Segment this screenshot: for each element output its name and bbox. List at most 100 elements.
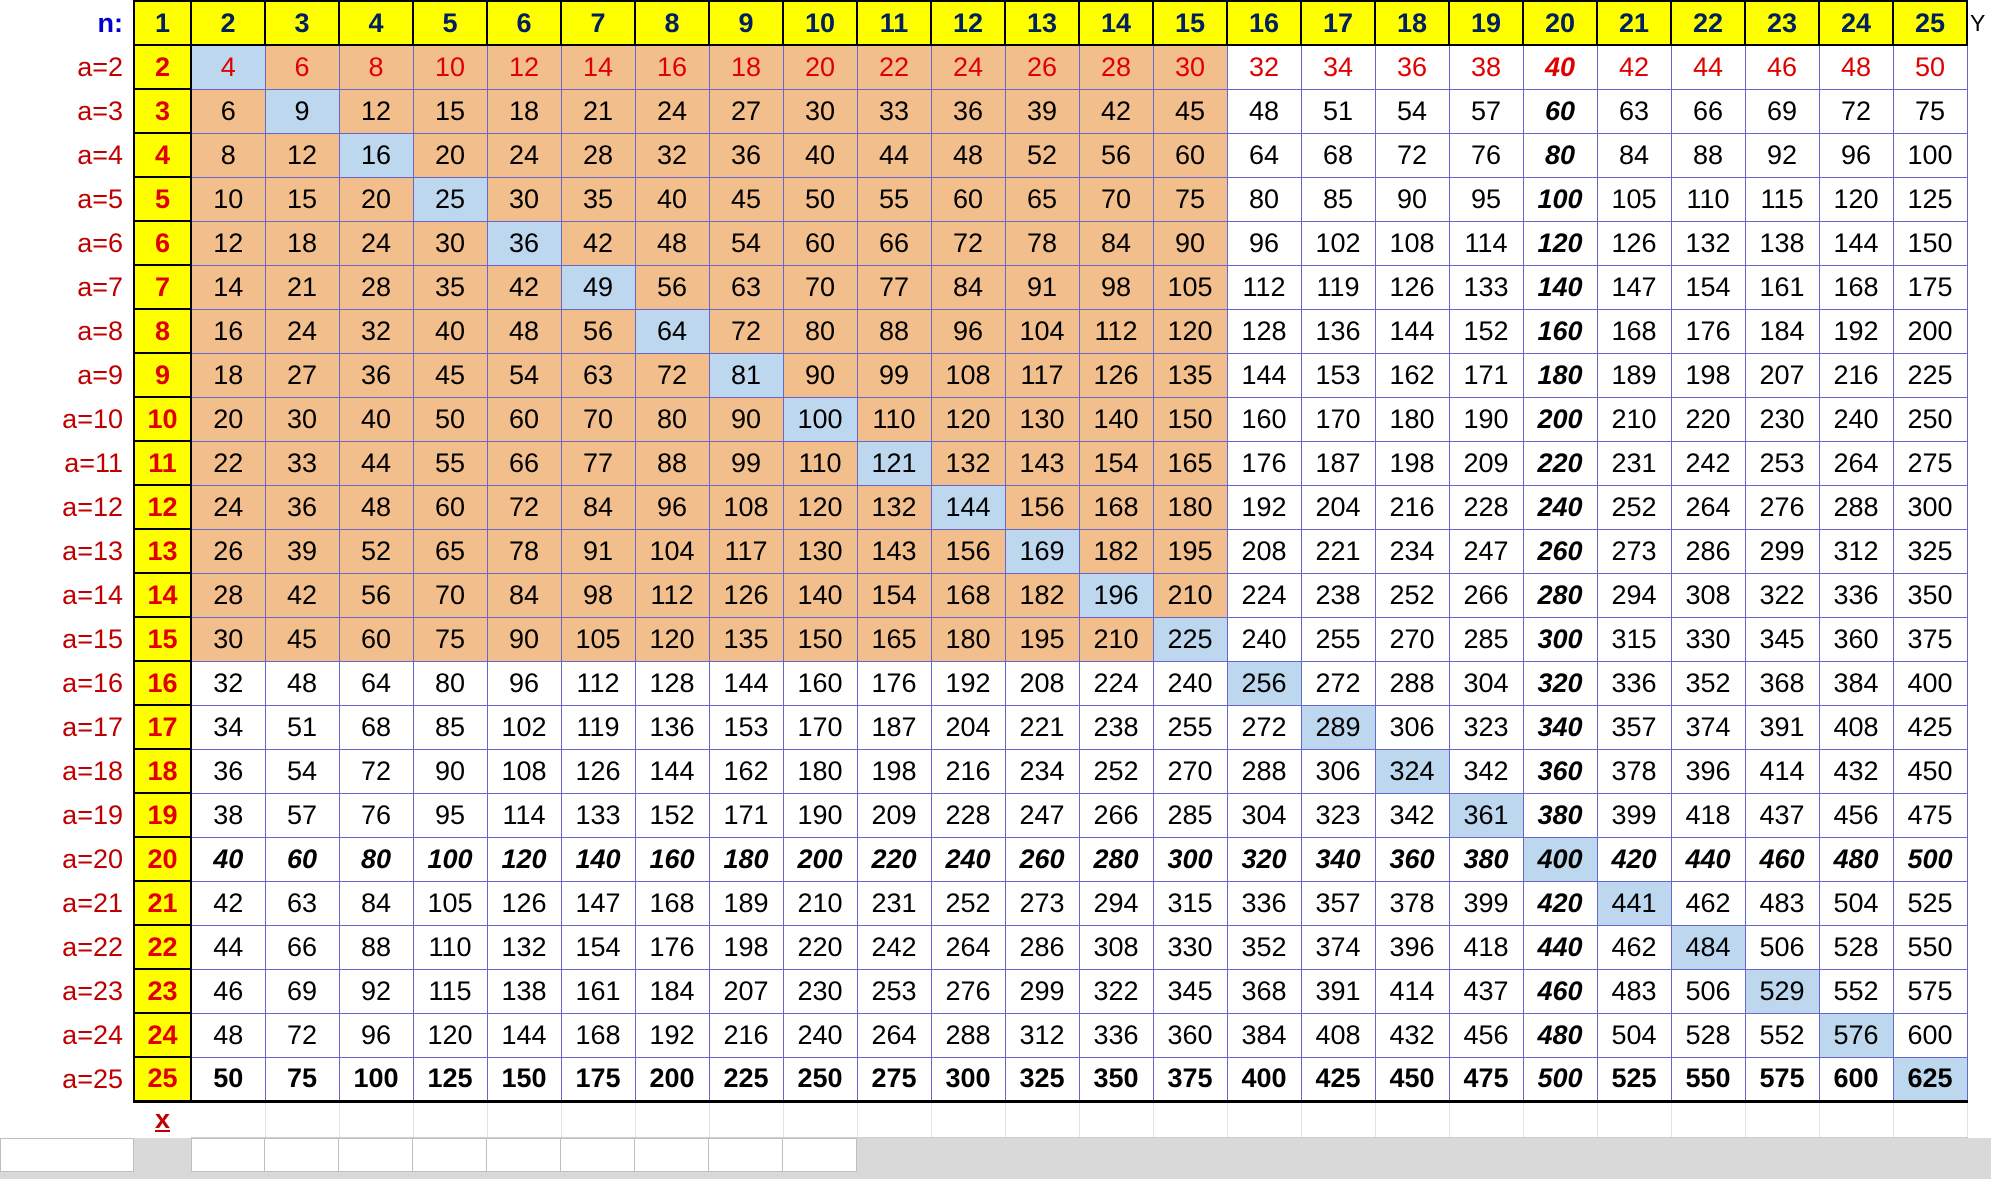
product-cell[interactable]: 525 xyxy=(1596,1056,1672,1103)
product-cell[interactable]: 45 xyxy=(412,352,488,398)
product-cell[interactable]: 357 xyxy=(1596,704,1672,750)
product-cell[interactable]: 48 xyxy=(338,484,414,530)
row-label[interactable]: a=10 xyxy=(0,397,134,441)
product-cell[interactable]: 200 xyxy=(782,836,858,882)
product-cell[interactable]: 168 xyxy=(560,1012,636,1058)
product-cell[interactable]: 375 xyxy=(1152,1056,1228,1103)
product-cell[interactable]: 56 xyxy=(560,308,636,354)
product-cell[interactable]: 264 xyxy=(856,1012,932,1058)
n1-cell[interactable]: 13 xyxy=(133,528,192,574)
product-cell[interactable]: 18 xyxy=(486,88,562,134)
product-cell[interactable]: 196 xyxy=(1078,572,1154,618)
product-cell[interactable]: 576 xyxy=(1818,1012,1894,1058)
product-cell[interactable]: 272 xyxy=(1226,704,1302,750)
product-cell[interactable]: 20 xyxy=(190,396,266,442)
product-cell[interactable]: 66 xyxy=(486,440,562,486)
product-cell[interactable]: 242 xyxy=(856,924,932,970)
product-cell[interactable]: 128 xyxy=(1226,308,1302,354)
n1-cell[interactable]: 6 xyxy=(133,220,192,266)
row-label[interactable]: a=5 xyxy=(0,177,134,221)
col-header-15[interactable]: 15 xyxy=(1152,0,1228,46)
product-cell[interactable]: 40 xyxy=(412,308,488,354)
product-cell[interactable]: 46 xyxy=(1744,44,1820,90)
product-cell[interactable]: 60 xyxy=(338,616,414,662)
empty-cell[interactable] xyxy=(1375,1101,1450,1138)
product-cell[interactable]: 10 xyxy=(190,176,266,222)
n1-cell[interactable]: 11 xyxy=(133,440,192,486)
product-cell[interactable]: 286 xyxy=(1670,528,1746,574)
col-header-12[interactable]: 12 xyxy=(930,0,1006,46)
product-cell[interactable]: 552 xyxy=(1744,1012,1820,1058)
product-cell[interactable]: 187 xyxy=(1300,440,1376,486)
empty-cell[interactable] xyxy=(635,1137,709,1172)
product-cell[interactable]: 64 xyxy=(338,660,414,706)
product-cell[interactable]: 270 xyxy=(1374,616,1450,662)
product-cell[interactable]: 136 xyxy=(634,704,710,750)
product-cell[interactable]: 63 xyxy=(708,264,784,310)
product-cell[interactable]: 384 xyxy=(1226,1012,1302,1058)
empty-cell[interactable] xyxy=(635,1101,710,1138)
product-cell[interactable]: 140 xyxy=(1078,396,1154,442)
product-cell[interactable]: 252 xyxy=(930,880,1006,926)
product-cell[interactable]: 42 xyxy=(1078,88,1154,134)
product-cell[interactable]: 88 xyxy=(338,924,414,970)
product-cell[interactable]: 92 xyxy=(1744,132,1820,178)
empty-cell[interactable] xyxy=(339,1137,413,1172)
product-cell[interactable]: 42 xyxy=(486,264,562,310)
col-header-14[interactable]: 14 xyxy=(1078,0,1154,46)
product-cell[interactable]: 90 xyxy=(486,616,562,662)
product-cell[interactable]: 120 xyxy=(634,616,710,662)
product-cell[interactable]: 165 xyxy=(1152,440,1228,486)
product-cell[interactable]: 84 xyxy=(560,484,636,530)
empty-cell[interactable] xyxy=(1079,1101,1154,1138)
product-cell[interactable]: 90 xyxy=(1374,176,1450,222)
product-cell[interactable]: 133 xyxy=(560,792,636,838)
product-cell[interactable]: 104 xyxy=(1004,308,1080,354)
n1-cell[interactable]: 19 xyxy=(133,792,192,838)
product-cell[interactable]: 72 xyxy=(930,220,1006,266)
product-cell[interactable]: 336 xyxy=(1078,1012,1154,1058)
product-cell[interactable]: 209 xyxy=(1448,440,1524,486)
product-cell[interactable]: 63 xyxy=(1596,88,1672,134)
product-cell[interactable]: 105 xyxy=(560,616,636,662)
product-cell[interactable]: 273 xyxy=(1596,528,1672,574)
product-cell[interactable]: 104 xyxy=(634,528,710,574)
product-cell[interactable]: 360 xyxy=(1152,1012,1228,1058)
product-cell[interactable]: 176 xyxy=(1670,308,1746,354)
product-cell[interactable]: 288 xyxy=(1226,748,1302,794)
product-cell[interactable]: 40 xyxy=(634,176,710,222)
product-cell[interactable]: 275 xyxy=(1892,440,1968,486)
row-label[interactable]: a=25 xyxy=(0,1057,134,1101)
product-cell[interactable]: 200 xyxy=(1522,396,1598,442)
n1-cell[interactable]: 15 xyxy=(133,616,192,662)
product-cell[interactable]: 12 xyxy=(338,88,414,134)
product-cell[interactable]: 504 xyxy=(1818,880,1894,926)
product-cell[interactable]: 36 xyxy=(338,352,414,398)
product-cell[interactable]: 414 xyxy=(1374,968,1450,1014)
product-cell[interactable]: 360 xyxy=(1374,836,1450,882)
product-cell[interactable]: 176 xyxy=(634,924,710,970)
product-cell[interactable]: 252 xyxy=(1374,572,1450,618)
col-header-23[interactable]: 23 xyxy=(1744,0,1820,46)
product-cell[interactable]: 20 xyxy=(412,132,488,178)
product-cell[interactable]: 30 xyxy=(486,176,562,222)
row-label[interactable]: a=3 xyxy=(0,89,134,133)
empty-cell[interactable] xyxy=(1745,1101,1820,1138)
product-cell[interactable]: 234 xyxy=(1004,748,1080,794)
product-cell[interactable]: 45 xyxy=(264,616,340,662)
product-cell[interactable]: 40 xyxy=(190,836,266,882)
product-cell[interactable]: 117 xyxy=(1004,352,1080,398)
product-cell[interactable]: 230 xyxy=(782,968,858,1014)
product-cell[interactable]: 300 xyxy=(1152,836,1228,882)
product-cell[interactable]: 272 xyxy=(1300,660,1376,706)
product-cell[interactable]: 175 xyxy=(560,1056,636,1103)
row-label[interactable]: a=12 xyxy=(0,485,134,529)
product-cell[interactable]: 48 xyxy=(1818,44,1894,90)
product-cell[interactable]: 75 xyxy=(264,1056,340,1103)
col-header-17[interactable]: 17 xyxy=(1300,0,1376,46)
col-header-7[interactable]: 7 xyxy=(560,0,636,46)
product-cell[interactable]: 210 xyxy=(1152,572,1228,618)
product-cell[interactable]: 51 xyxy=(1300,88,1376,134)
product-cell[interactable]: 252 xyxy=(1596,484,1672,530)
product-cell[interactable]: 6 xyxy=(190,88,266,134)
